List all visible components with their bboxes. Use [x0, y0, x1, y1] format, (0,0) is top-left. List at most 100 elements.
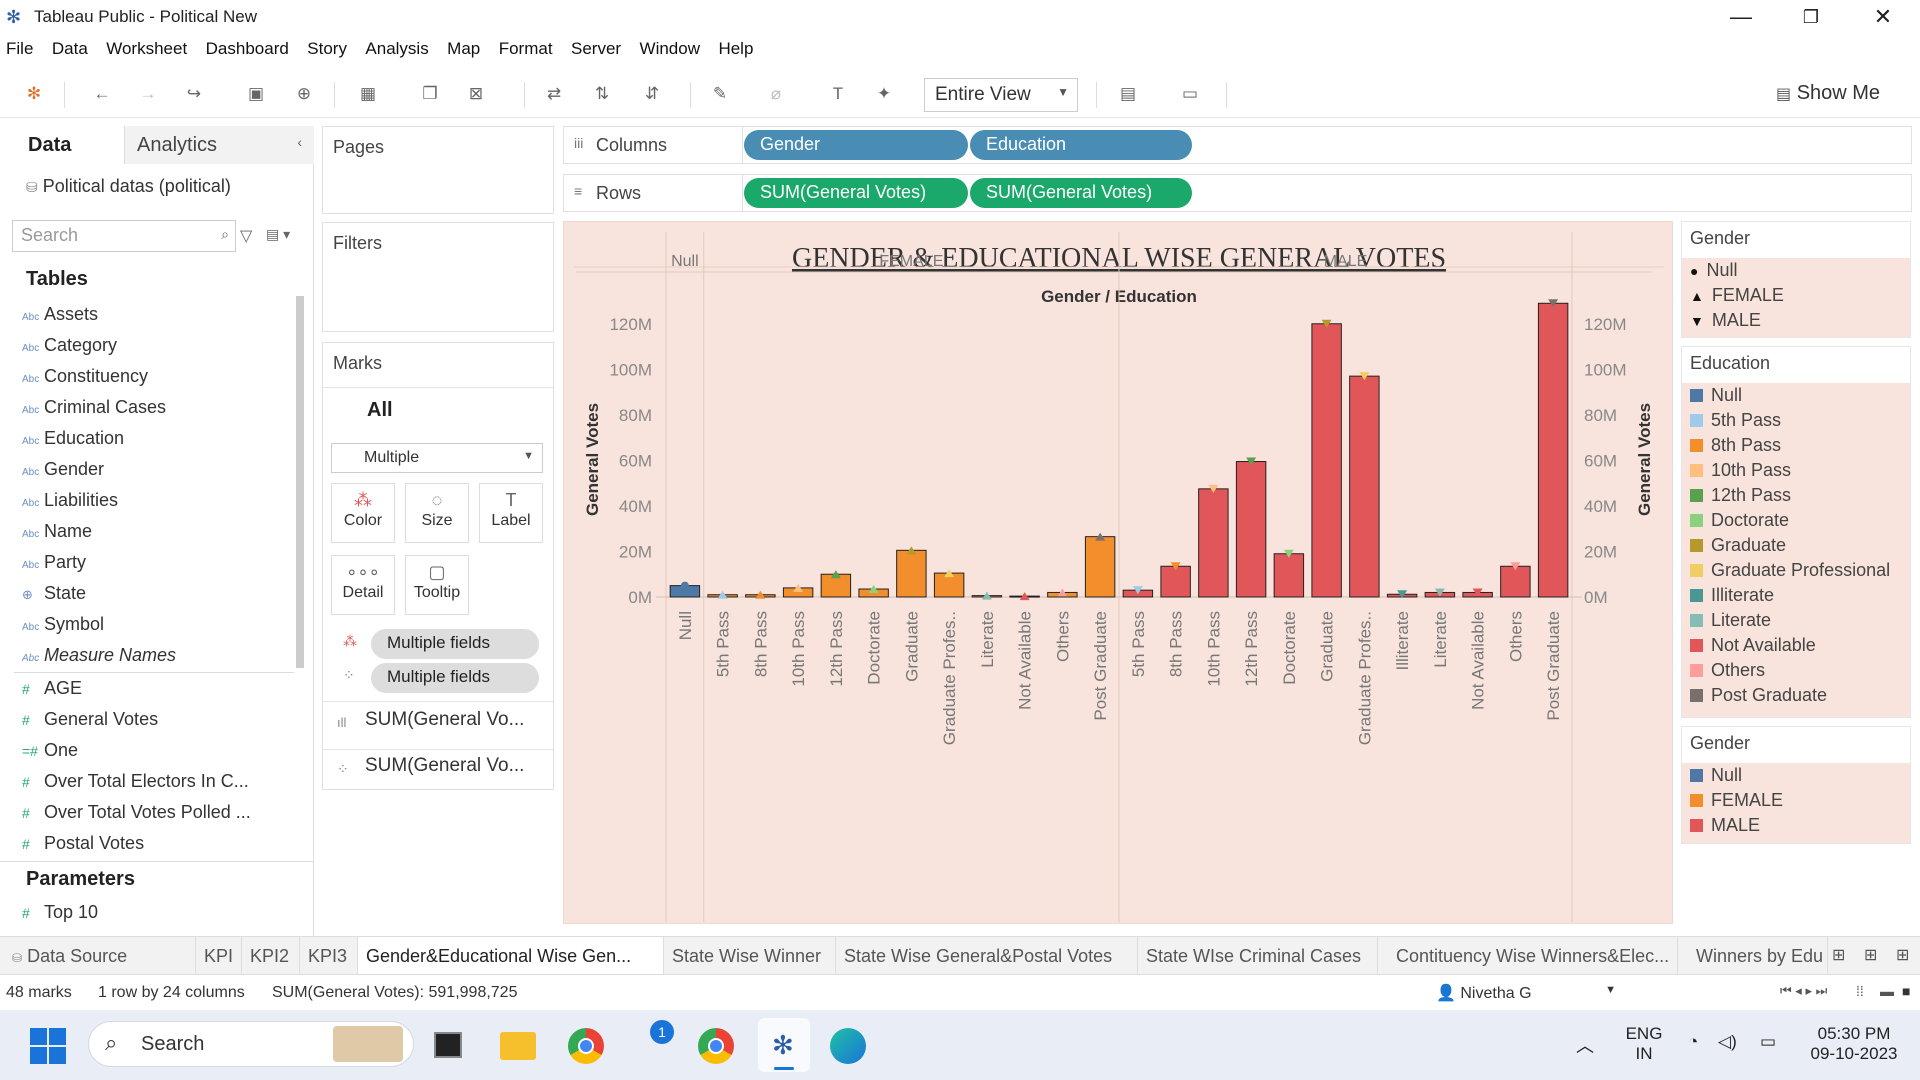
field-over-total-electors[interactable]: # Over Total Electors In C...: [22, 771, 249, 791]
legend-education-illiterate[interactable]: Illiterate: [1682, 583, 1910, 608]
legend-education-literate[interactable]: Literate: [1682, 608, 1910, 633]
legend-shape-female[interactable]: ▲ FEMALE: [1682, 283, 1910, 308]
labels-icon[interactable]: T: [832, 84, 844, 103]
filters-card[interactable]: Filters: [322, 222, 554, 332]
field-education[interactable]: Abc Education: [22, 428, 125, 448]
legend-shape-male[interactable]: ▼ MALE: [1682, 308, 1910, 333]
color-button[interactable]: ⁂ Color: [331, 483, 395, 543]
windows-start-icon[interactable]: [30, 1028, 66, 1064]
clock[interactable]: 05:30 PM 09-10-2023: [1804, 1024, 1904, 1064]
menu-help[interactable]: Help: [718, 39, 754, 58]
new-worksheet-icon[interactable]: ⊞: [1832, 947, 1846, 964]
menu-server[interactable]: Server: [571, 39, 622, 58]
legend-education-12th-pass[interactable]: 12th Pass: [1682, 483, 1910, 508]
edge-icon[interactable]: [830, 1028, 866, 1064]
show-me-button[interactable]: ▤ Show Me: [1776, 82, 1880, 105]
gender-column-pill[interactable]: Gender: [744, 130, 968, 160]
legend-gender-null[interactable]: Null: [1682, 763, 1910, 788]
parameter-top-10[interactable]: # Top 10: [22, 902, 99, 922]
sheet-sorter-icon[interactable]: ⁞⁞: [1856, 983, 1864, 999]
user-menu[interactable]: 👤 Nivetha G ▼: [1436, 980, 1616, 1006]
field-general-votes[interactable]: # General Votes: [22, 709, 159, 729]
tableau-logo-icon[interactable]: ✻: [26, 84, 42, 103]
menu-map[interactable]: Map: [447, 39, 481, 58]
field-party[interactable]: Abc Party: [22, 552, 87, 572]
menu-data[interactable]: Data: [51, 39, 88, 58]
legend-education-5th-pass[interactable]: 5th Pass: [1682, 408, 1910, 433]
undo-icon[interactable]: ←: [93, 84, 111, 103]
new-datasource-icon[interactable]: ⊕: [296, 84, 312, 103]
field-name[interactable]: Abc Name: [22, 521, 93, 541]
filmstrip-icon[interactable]: ▬: [1880, 983, 1894, 999]
chevron-up-icon[interactable]: ︿: [1576, 1036, 1594, 1056]
tabs-view-icon[interactable]: ■: [1902, 983, 1911, 999]
field-assets[interactable]: Abc Assets: [22, 304, 99, 324]
presentation-icon[interactable]: ▭: [1181, 84, 1199, 103]
pin-icon[interactable]: ✦: [876, 84, 892, 103]
legend-education-graduate[interactable]: Graduate: [1682, 533, 1910, 558]
minimize-button[interactable]: —: [1730, 4, 1752, 29]
tooltip-button[interactable]: ▢ Tooltip: [405, 555, 469, 615]
tab-data[interactable]: Data: [16, 126, 84, 164]
chart-view[interactable]: GENDER & EDUCATIONAL WISE GENERAL VOTES …: [563, 221, 1673, 924]
legend-education-others[interactable]: Others: [1682, 658, 1910, 683]
field-over-total-votes-polled[interactable]: # Over Total Votes Polled ...: [22, 802, 251, 822]
marks-measure-2[interactable]: SUM(General Vo...: [365, 755, 525, 776]
language-indicator[interactable]: ENG IN: [1624, 1024, 1664, 1064]
volume-icon[interactable]: ◁): [1718, 1032, 1737, 1051]
swap-icon[interactable]: ⇄: [546, 84, 562, 103]
datasource-item[interactable]: ⛁ Political datas (political): [26, 176, 231, 197]
filter-fields-icon[interactable]: ▽: [240, 228, 253, 245]
field-postal-votes[interactable]: # Postal Votes: [22, 833, 145, 853]
rows-pill-1[interactable]: SUM(General Votes): [744, 178, 968, 208]
highlight-icon[interactable]: ✎: [712, 84, 728, 103]
legend-shape-null[interactable]: ● Null: [1682, 258, 1910, 283]
menu-file[interactable]: File: [6, 39, 34, 58]
tab-state-wise-winner[interactable]: State Wise Winner: [664, 937, 836, 975]
legend-education-doctorate[interactable]: Doctorate: [1682, 508, 1910, 533]
bar-male-others[interactable]: [1500, 565, 1531, 598]
close-button[interactable]: ✕: [1873, 4, 1893, 29]
task-view-icon[interactable]: [434, 1032, 462, 1058]
bar-male-8th-pass[interactable]: [1160, 565, 1191, 598]
detail-button[interactable]: ∘∘∘ Detail: [331, 555, 395, 615]
tab-winners-by-edu[interactable]: Winners by Edu: [1688, 937, 1828, 975]
battery-icon[interactable]: ▭: [1760, 1032, 1777, 1051]
sort-descending-icon[interactable]: ⇵: [644, 84, 660, 103]
new-worksheet-icon[interactable]: ▦: [359, 84, 377, 103]
save-icon[interactable]: ▣: [247, 84, 265, 103]
label-button[interactable]: T Label: [479, 483, 543, 543]
bar-male-12th-pass[interactable]: [1235, 461, 1267, 598]
tableau-taskbar-icon[interactable]: ✻: [758, 1018, 810, 1072]
duplicate-icon[interactable]: ❐: [422, 84, 438, 103]
clear-sheet-icon[interactable]: ⊠: [468, 84, 484, 103]
field-criminal-cases[interactable]: Abc Criminal Cases: [22, 397, 167, 417]
collapse-pane-icon[interactable]: ‹: [297, 134, 302, 150]
file-explorer-icon[interactable]: [500, 1032, 536, 1060]
taskbar-search[interactable]: ⌕ Search: [88, 1021, 414, 1067]
legend-education-post-graduate[interactable]: Post Graduate: [1682, 683, 1910, 708]
menu-story[interactable]: Story: [307, 39, 347, 58]
legend-education-not-available[interactable]: Not Available: [1682, 633, 1910, 658]
bar-chart[interactable]: GENDER & EDUCATIONAL WISE GENERAL VOTES …: [564, 222, 1674, 925]
tab-kpi[interactable]: KPI: [196, 937, 242, 975]
group-icon[interactable]: ⌀: [770, 84, 782, 103]
menu-dashboard[interactable]: Dashboard: [205, 39, 289, 58]
field-gender[interactable]: Abc Gender: [22, 459, 105, 479]
tab-constituency-winners[interactable]: Contituency Wise Winners&Elec...: [1388, 937, 1678, 975]
bar-female-graduate[interactable]: [896, 549, 927, 598]
color-multiple-fields-pill[interactable]: Multiple fields: [371, 629, 539, 659]
legend-education-8th-pass[interactable]: 8th Pass: [1682, 433, 1910, 458]
field-one[interactable]: =# One: [22, 740, 79, 760]
education-column-pill[interactable]: Education: [970, 130, 1192, 160]
new-story-icon[interactable]: ⊞: [1896, 947, 1910, 964]
tab-gender-educational[interactable]: Gender&Educational Wise Gen...: [358, 937, 664, 975]
tab-state-criminal[interactable]: State WIse Criminal Cases: [1138, 937, 1378, 975]
restore-button[interactable]: ❐: [1802, 7, 1820, 27]
legend-gender-male[interactable]: MALE: [1682, 813, 1910, 838]
view-options-icon[interactable]: ▤ ▾: [266, 226, 291, 242]
legend-education-graduate-professional[interactable]: Graduate Professional: [1682, 558, 1910, 583]
tab-kpi2[interactable]: KPI2: [242, 937, 300, 975]
bar-male-graduate-profes[interactable]: [1349, 375, 1380, 598]
marks-measure-1[interactable]: SUM(General Vo...: [365, 709, 525, 730]
